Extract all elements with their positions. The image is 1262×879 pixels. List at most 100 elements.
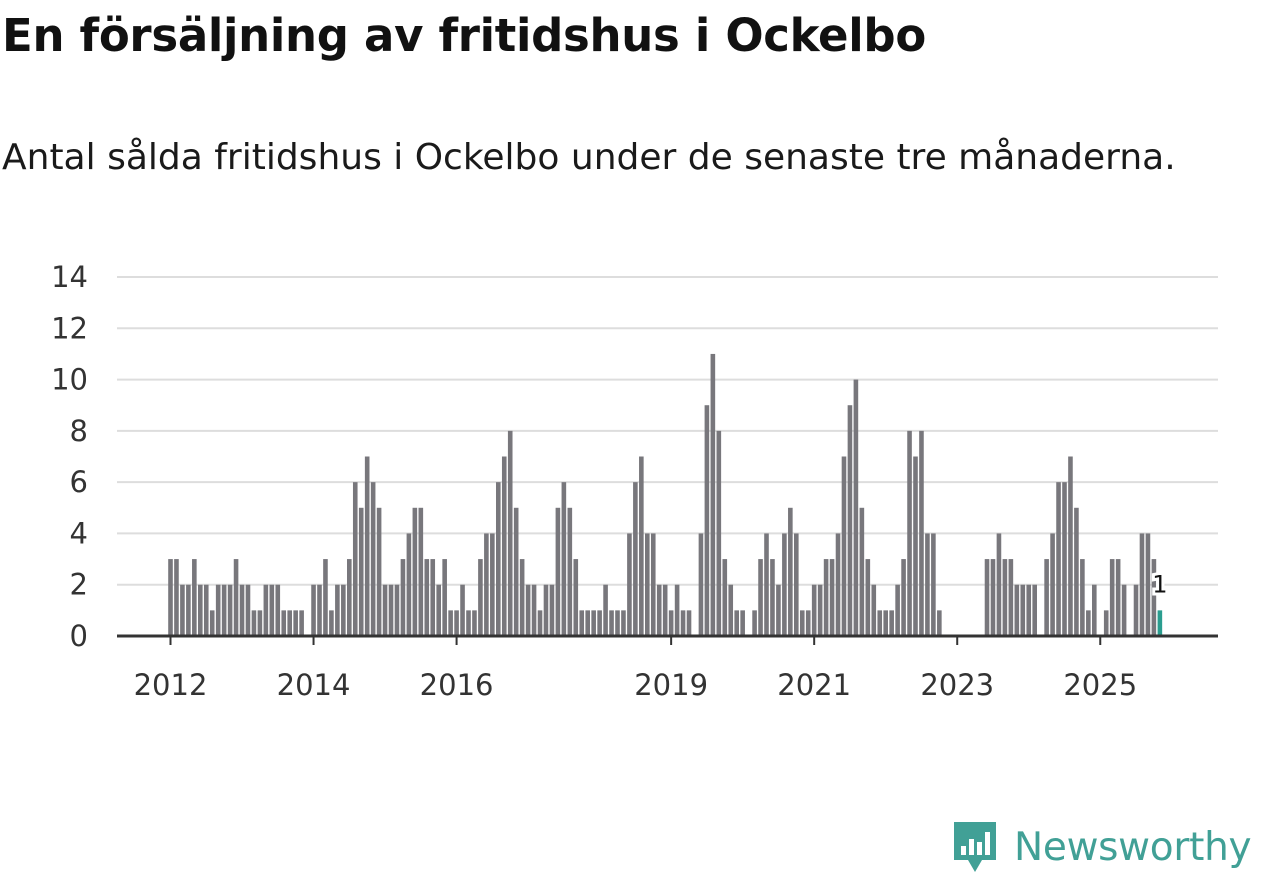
bar: [436, 584, 441, 636]
bar: [722, 559, 728, 636]
x-tick-label: 2014: [277, 668, 351, 702]
gridlines: [117, 276, 1218, 586]
bar: [984, 559, 990, 636]
bar: [233, 559, 239, 636]
x-tick-label: 2012: [134, 668, 208, 702]
bar: [239, 584, 245, 636]
bar: [484, 533, 489, 636]
bar: [728, 584, 734, 636]
bar: [1062, 482, 1067, 636]
bar: [418, 507, 424, 636]
bar: [1050, 533, 1055, 636]
bar: [501, 456, 507, 636]
bar: [752, 610, 757, 636]
bar: [627, 533, 632, 636]
bar: [478, 559, 483, 636]
bar: [198, 584, 203, 636]
bar: [573, 559, 579, 636]
y-tick-label: 12: [51, 311, 88, 345]
y-axis-ticks: 0 2 4 6 8 10 12 14: [51, 260, 88, 653]
bar: [180, 584, 185, 636]
bar: [871, 584, 877, 636]
bar: [877, 610, 883, 636]
bar: [770, 559, 775, 636]
bar: [525, 584, 531, 636]
bar: [591, 610, 596, 636]
bar: [668, 610, 674, 636]
bar: [513, 507, 519, 636]
bar: [269, 584, 275, 636]
bar: [370, 482, 376, 636]
bar: [686, 610, 692, 636]
bar: [329, 610, 334, 636]
bar: [215, 584, 221, 636]
bar: [537, 610, 543, 636]
bar: [227, 584, 233, 636]
bar: [639, 456, 644, 636]
bar: [376, 507, 382, 636]
bar: [174, 559, 179, 636]
bar: [889, 610, 894, 636]
bar: [1139, 533, 1145, 636]
bar: [299, 610, 304, 636]
bar: [1002, 559, 1008, 636]
bar: [811, 584, 817, 636]
bar: [341, 584, 346, 636]
bar: [531, 584, 537, 636]
bar: [758, 559, 763, 636]
bar: [1008, 559, 1014, 636]
bar: [555, 507, 561, 636]
bar: [472, 610, 477, 636]
bar: [764, 533, 769, 636]
chart-title: En försäljning av fritidshus i Ockelbo: [2, 9, 926, 62]
bar: [496, 482, 501, 636]
bar: [716, 430, 722, 636]
bar: [364, 456, 370, 636]
bar: [1103, 610, 1109, 636]
bar: [549, 584, 555, 636]
bar: [1109, 559, 1115, 636]
bar: [829, 559, 835, 636]
bar: [1026, 584, 1032, 636]
bar: [621, 610, 626, 636]
bar: [823, 559, 829, 636]
bar: [835, 533, 841, 636]
bar: [168, 559, 173, 636]
bar: [603, 584, 608, 636]
bar: [853, 379, 859, 636]
bar: [633, 482, 638, 636]
y-tick-label: 8: [70, 414, 88, 448]
bar: [645, 533, 650, 636]
bar: [567, 507, 573, 636]
bar: [883, 610, 888, 636]
bar: [937, 610, 942, 636]
bar: [996, 533, 1002, 636]
bar: [901, 559, 906, 636]
bar: [680, 610, 686, 636]
bar: [895, 584, 900, 636]
bar: [931, 533, 936, 636]
bar: [788, 507, 793, 636]
bar: [597, 610, 602, 636]
bar: [412, 507, 418, 636]
bar: [615, 610, 620, 636]
y-tick-label: 14: [51, 260, 88, 294]
bar: [263, 584, 269, 636]
bar: [740, 610, 745, 636]
bar: [847, 405, 853, 636]
bar: [799, 610, 805, 636]
y-tick-label: 10: [51, 363, 88, 397]
bar: [585, 610, 590, 636]
chart-subtitle: Antal sålda fritidshus i Ockelbo under d…: [2, 137, 1176, 178]
bar: [1080, 559, 1085, 636]
bar: [311, 584, 316, 636]
bar: [400, 559, 406, 636]
bar: [1121, 584, 1127, 636]
bar: [782, 533, 787, 636]
bar: [662, 584, 668, 636]
bar: [430, 559, 436, 636]
bar: [561, 482, 567, 636]
newsworthy-logo: Newsworthy: [950, 818, 1252, 876]
bar: [859, 507, 865, 636]
bar: [287, 610, 292, 636]
